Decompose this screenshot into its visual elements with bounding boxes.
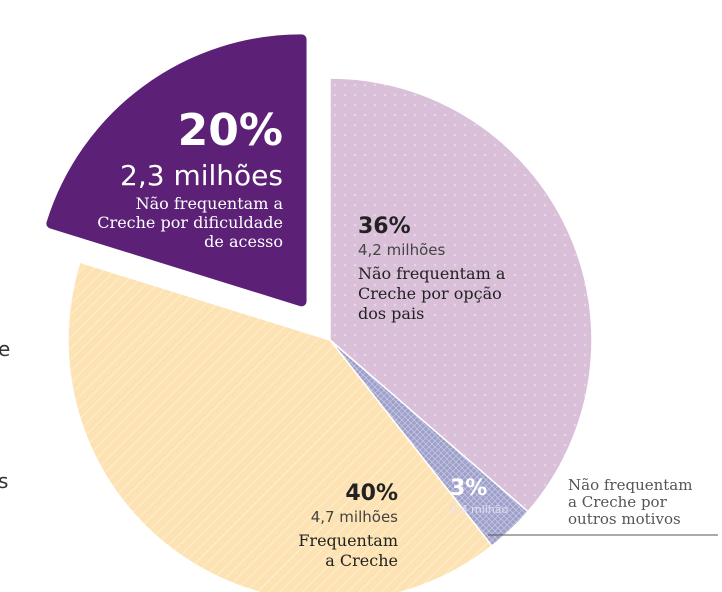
slice-count: 0,4 milhão <box>450 503 509 516</box>
slice-count: 4,2 milhões <box>358 241 445 259</box>
slice-description: a Creche por <box>568 493 668 511</box>
slice-percent: 40% <box>345 481 398 506</box>
slice-description: Não frequentam a <box>358 264 506 283</box>
slice-description: Não frequentam a <box>136 194 284 213</box>
slice-texture <box>68 262 492 592</box>
slice-description: Frequentam <box>298 531 398 550</box>
left-fragment: s <box>0 469 8 493</box>
left-fragment: e <box>0 337 10 361</box>
slice-description: a Creche <box>325 551 398 570</box>
slice-description: outros motivos <box>568 510 681 528</box>
slice-description: Creche por dificuldade <box>97 213 283 232</box>
slice-description: Não frequentam <box>568 476 692 494</box>
slice-percent: 36% <box>358 214 411 239</box>
pie-slice <box>46 34 307 307</box>
slice-count: 4,7 milhões <box>311 508 398 526</box>
slice-description: Creche por opção <box>358 284 502 303</box>
slice-description: de acesso <box>204 232 283 251</box>
slice-texture <box>330 78 593 512</box>
slice-description: dos pais <box>358 304 424 323</box>
slice-count: 2,3 milhões <box>120 159 283 192</box>
slice-percent: 20% <box>178 105 283 156</box>
slice-texture <box>330 340 529 546</box>
slice-percent: 3% <box>450 476 487 501</box>
